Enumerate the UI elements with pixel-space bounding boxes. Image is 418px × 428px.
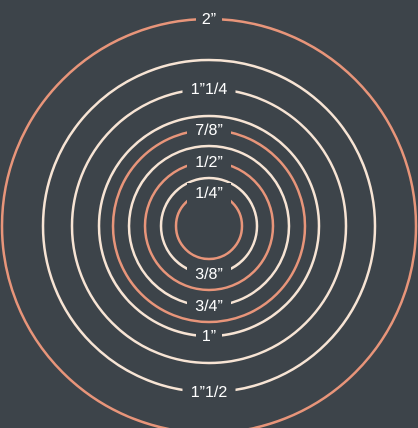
ring-label-bg xyxy=(182,382,236,402)
ring-label: 1/4” xyxy=(195,185,223,202)
ring-label: 1”1/2 xyxy=(191,384,228,401)
ring-label: 7/8” xyxy=(195,122,223,139)
ring-label-bg xyxy=(196,326,222,346)
ring-label: 2” xyxy=(202,11,216,28)
ring-label-bg xyxy=(187,296,231,316)
ring-label-bg xyxy=(187,264,231,284)
ring-label: 1”1/4 xyxy=(191,81,228,98)
labels-layer: 1/4” 3/8” 1/2” 3/4” 7/8” 1” 1”1/4 1”1/2 2” xyxy=(182,9,236,402)
ring-label-bg xyxy=(187,152,231,172)
ring-label: 3/4” xyxy=(195,298,223,315)
ring-label: 1/2” xyxy=(195,154,223,171)
ring-label: 1” xyxy=(202,328,216,345)
ring-label-bg xyxy=(196,9,222,29)
ring-label-bg xyxy=(182,79,236,99)
ring-label-bg xyxy=(187,183,231,203)
ring-label: 3/8” xyxy=(195,266,223,283)
ring-label-bg xyxy=(187,120,231,140)
